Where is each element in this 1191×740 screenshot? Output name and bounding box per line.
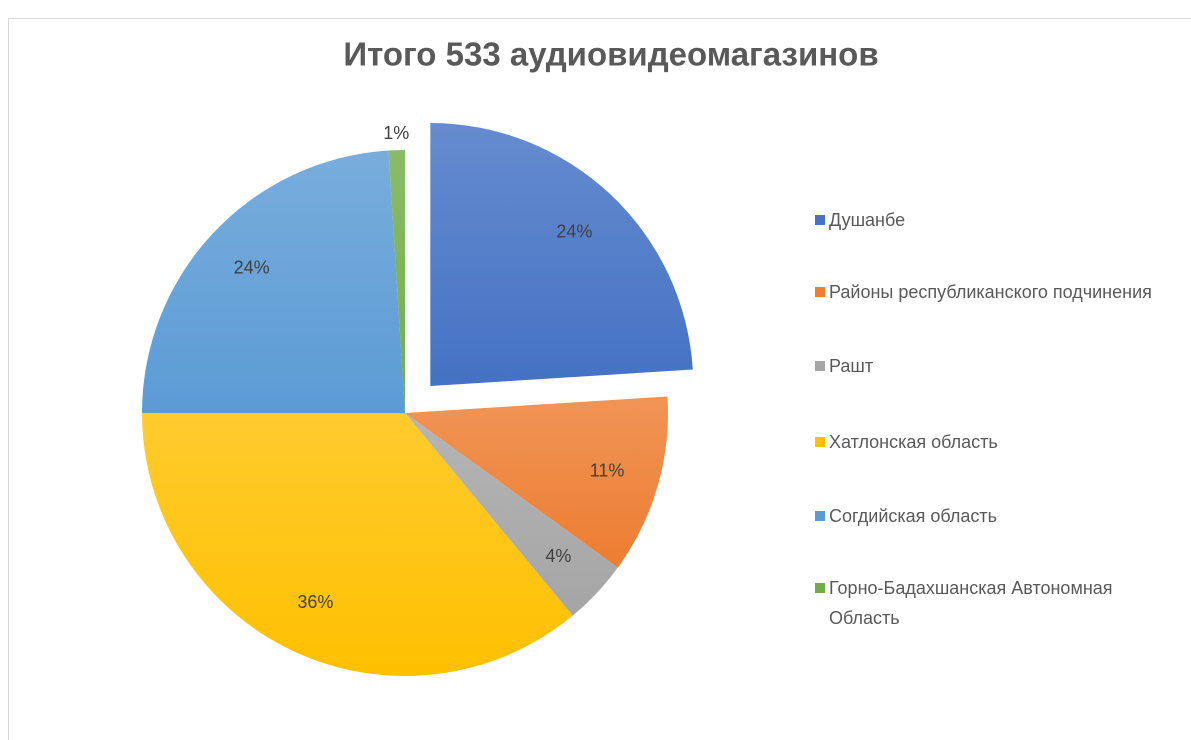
legend-swatch — [815, 437, 825, 447]
data-label: 11% — [590, 460, 625, 480]
data-label: 24% — [234, 258, 270, 278]
data-label: 4% — [545, 546, 571, 566]
legend-label: Хатлонская область — [829, 432, 998, 452]
legend-label: Рашт — [829, 356, 874, 376]
pie-slice — [388, 150, 405, 413]
legend-label: Душанбе — [829, 210, 906, 230]
legend-swatch — [815, 511, 825, 521]
data-label: 1% — [383, 123, 409, 143]
legend-swatch — [815, 361, 825, 371]
legend-label: Согдийская область — [829, 506, 998, 526]
legend-swatch — [815, 287, 825, 297]
legend-item: Согдийская область — [815, 501, 1175, 531]
legend-item: Хатлонская область — [815, 427, 1175, 457]
pie-slice — [405, 396, 668, 568]
legend-item: Душанбе — [815, 205, 1175, 235]
legend-item: Рашт — [815, 351, 1175, 381]
pie-slice — [142, 150, 405, 413]
legend-label: Районы республиканского подчинения — [829, 282, 1152, 302]
data-label: 36% — [297, 592, 333, 612]
legend-label: Горно-Бадахшанская Автономная Область — [829, 578, 1113, 628]
pie-slice — [405, 413, 618, 616]
data-label: 24% — [556, 221, 592, 241]
pie-slice — [430, 123, 693, 387]
chart-title: Итого 533 аудиовидеомагазинов — [343, 36, 878, 73]
pie-slice — [142, 413, 573, 676]
legend-item: Районы республиканского подчинения — [815, 277, 1175, 307]
legend-swatch — [815, 583, 825, 593]
legend-swatch — [815, 215, 825, 225]
legend-item: Горно-Бадахшанская Автономная Область — [815, 573, 1175, 633]
